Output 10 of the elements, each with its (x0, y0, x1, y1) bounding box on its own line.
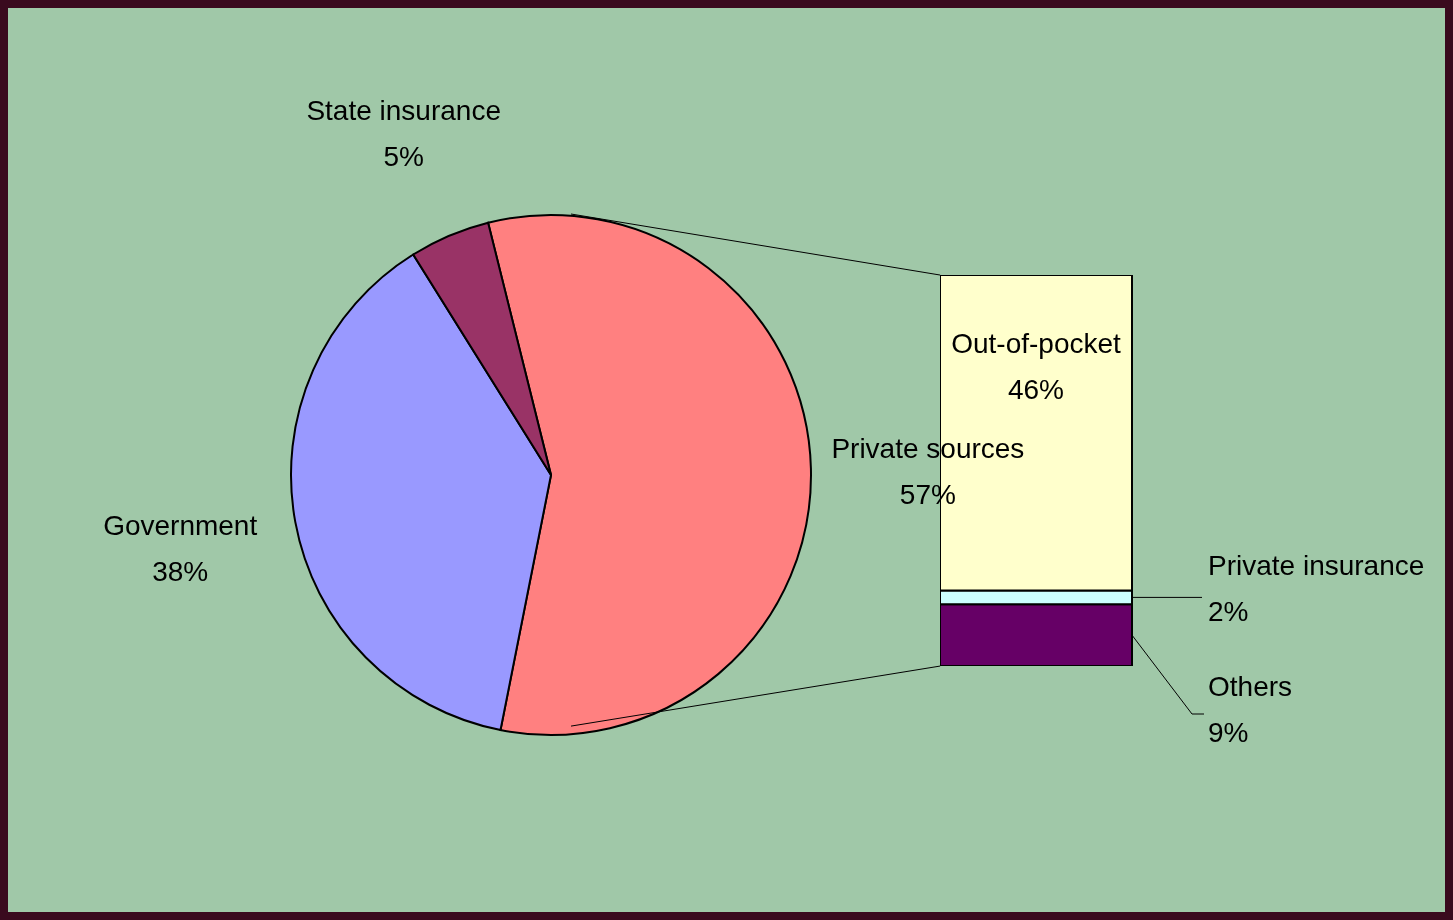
text: Others (1208, 671, 1293, 702)
data-label: 9% (1208, 717, 1249, 748)
data-label: 5% (383, 140, 424, 172)
text: Private insurance (1208, 549, 1425, 581)
data-label: 38% (152, 556, 209, 588)
series-label: Out-of-pocket (951, 327, 1122, 359)
data-label: 2% (1208, 595, 1249, 627)
data-label: 46% (1007, 373, 1065, 405)
slice-label: Government (103, 510, 258, 542)
slice-label: State insurance (306, 94, 501, 126)
